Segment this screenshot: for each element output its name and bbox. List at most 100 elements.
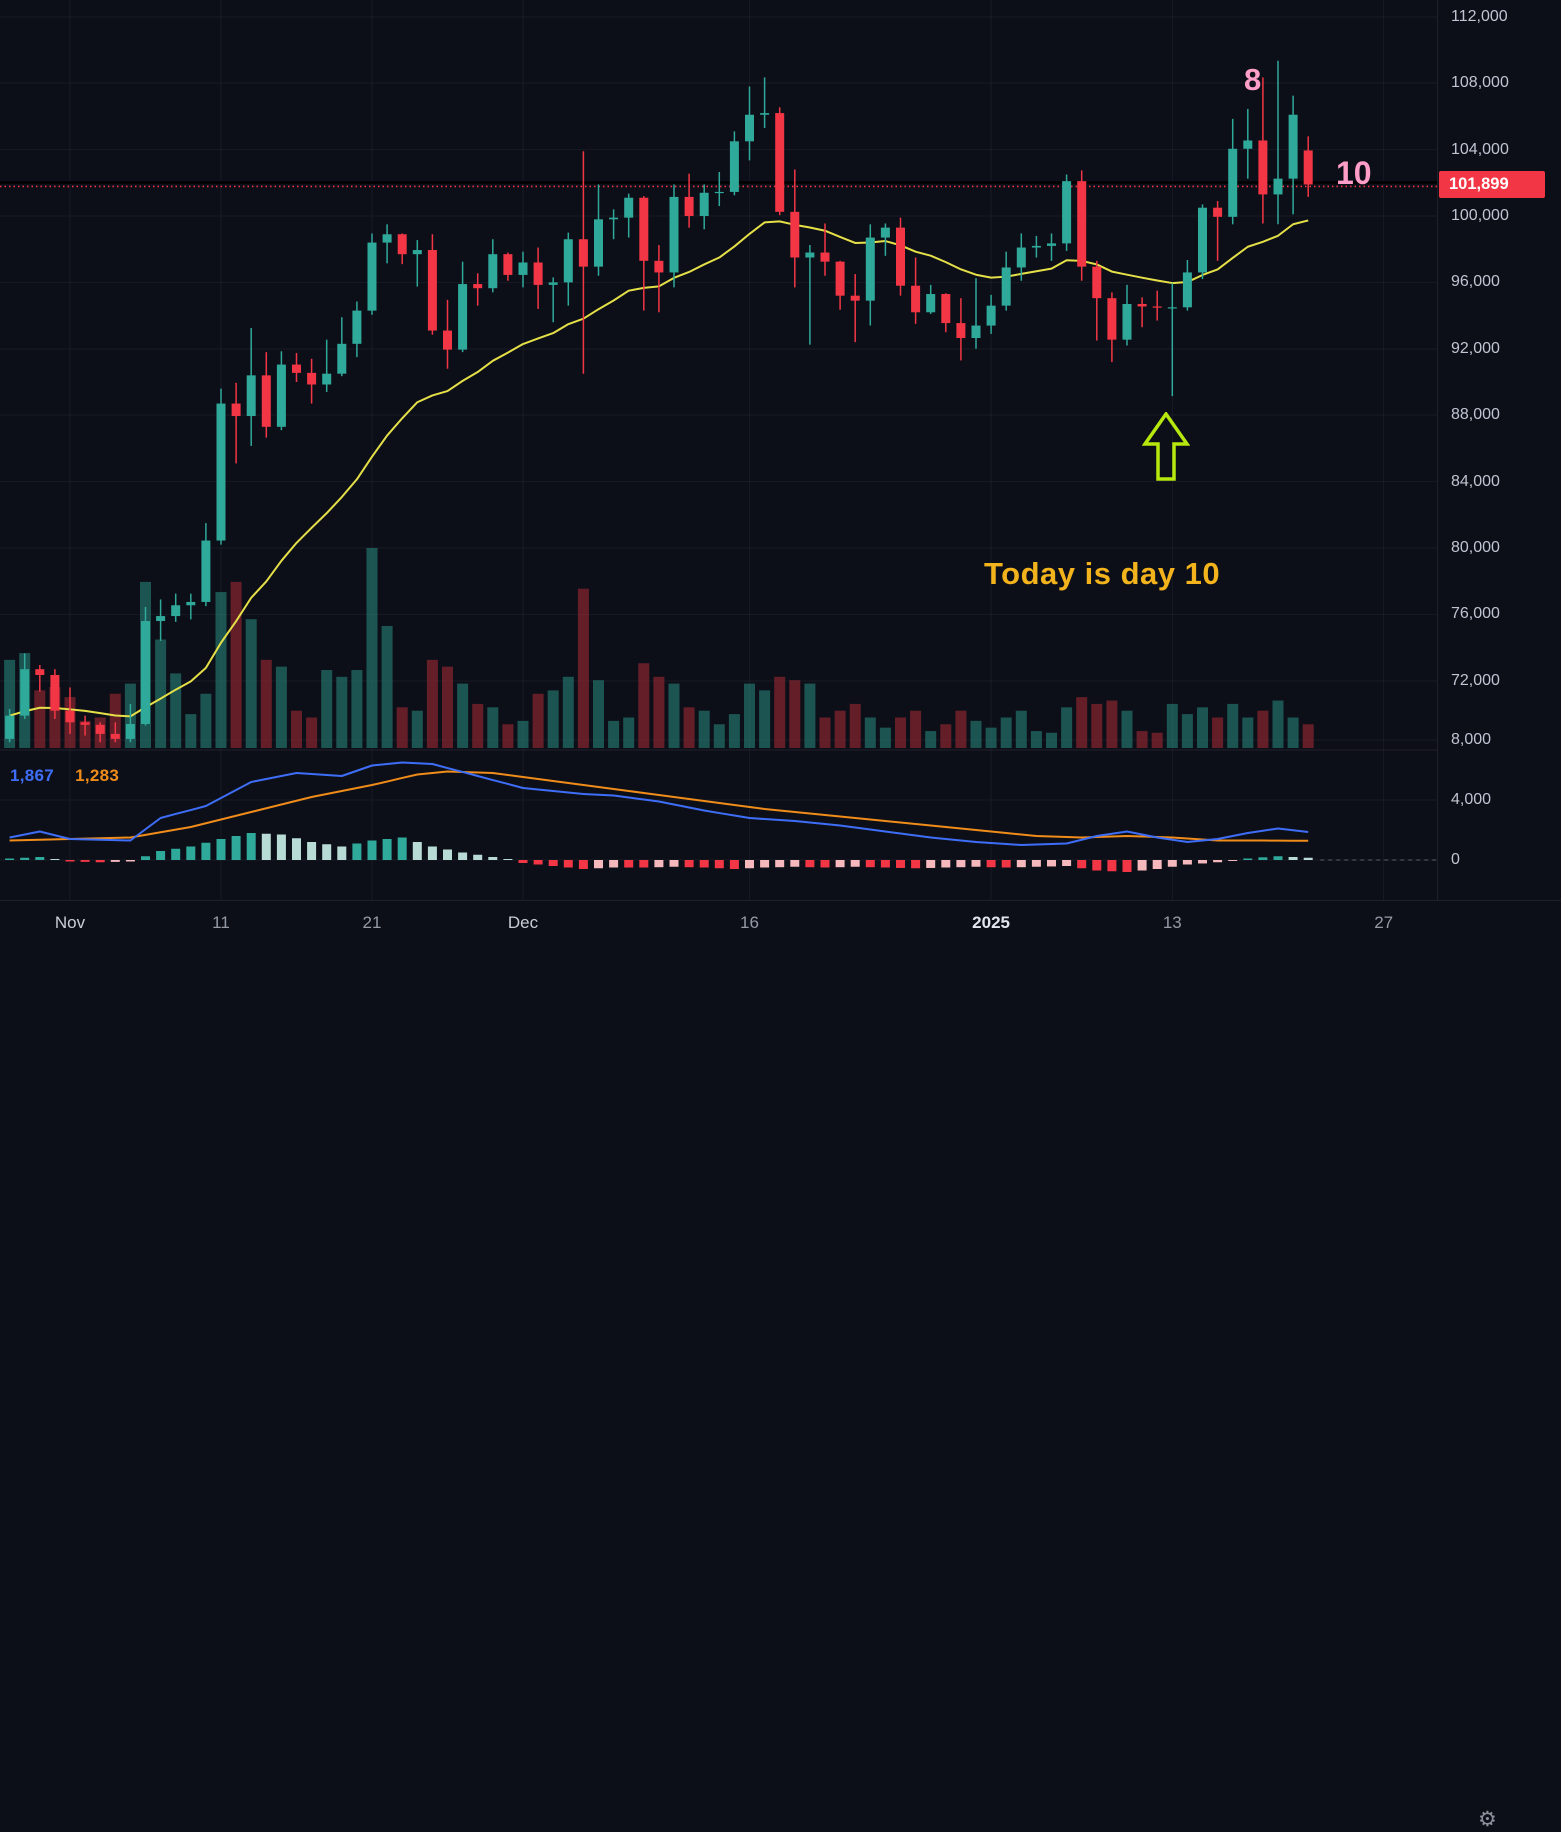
volume-bar bbox=[834, 710, 846, 748]
axis-settings-gear-icon[interactable]: ⚙ bbox=[1478, 1808, 1497, 1831]
histogram-bar bbox=[1213, 860, 1223, 863]
volume-bar bbox=[351, 670, 363, 748]
time-tick: 11 bbox=[212, 913, 230, 932]
time-tick: 13 bbox=[1162, 913, 1182, 932]
volume-bar bbox=[381, 625, 393, 748]
time-axis[interactable]: ⚙ Nov 11 21 Dec 16 2025 13 27 bbox=[0, 900, 1561, 1831]
volume-bar bbox=[1076, 697, 1088, 748]
volume-bar bbox=[487, 707, 499, 748]
histogram-bar bbox=[35, 857, 45, 860]
candle bbox=[1228, 118, 1238, 225]
candle bbox=[1243, 108, 1253, 179]
histogram-bar bbox=[911, 860, 921, 869]
histogram-bar bbox=[729, 860, 739, 869]
histogram-bar bbox=[578, 860, 588, 869]
candle bbox=[186, 593, 196, 620]
volume-bar bbox=[442, 666, 453, 748]
candle bbox=[1303, 136, 1313, 197]
histogram-bar bbox=[443, 849, 452, 860]
candle bbox=[458, 261, 468, 353]
histogram-bar bbox=[412, 842, 422, 860]
candles bbox=[5, 60, 1313, 743]
volume-bar bbox=[668, 683, 680, 748]
volume-bar bbox=[109, 693, 121, 748]
candle bbox=[1001, 251, 1011, 311]
candle bbox=[1152, 290, 1162, 321]
candle bbox=[911, 257, 921, 324]
volume-bar bbox=[306, 717, 318, 748]
candle bbox=[292, 352, 301, 382]
time-tick: Nov bbox=[54, 913, 86, 932]
volume-bar bbox=[4, 659, 16, 748]
candle bbox=[835, 260, 845, 310]
time-tick: 27 bbox=[1374, 913, 1394, 932]
candle bbox=[684, 173, 694, 228]
candle bbox=[956, 298, 966, 361]
histogram-bar bbox=[20, 857, 30, 860]
candle bbox=[745, 86, 754, 161]
volume-bar bbox=[864, 717, 876, 748]
volume-bar bbox=[275, 666, 287, 748]
candle bbox=[669, 184, 679, 288]
histogram-bar bbox=[1182, 860, 1192, 865]
gridlines bbox=[0, 0, 1437, 900]
price-axis[interactable]: 101,899 112,000 108,000 104,000 100,000 96,0… bbox=[1437, 0, 1561, 900]
volume-bar bbox=[608, 720, 620, 748]
candle bbox=[352, 301, 362, 358]
histogram-bar bbox=[488, 857, 498, 860]
volume-bar bbox=[789, 680, 801, 748]
volume-bar bbox=[547, 690, 559, 748]
histogram-bar bbox=[699, 860, 709, 868]
candle bbox=[201, 523, 211, 607]
histogram-bar bbox=[835, 860, 845, 868]
volume-bar bbox=[1121, 710, 1133, 748]
histogram-bar bbox=[1062, 860, 1072, 866]
histogram-bar bbox=[533, 860, 543, 865]
candle bbox=[1092, 260, 1102, 341]
volume-bar bbox=[411, 710, 423, 748]
histogram-bar bbox=[171, 848, 181, 860]
candle bbox=[276, 351, 286, 431]
volume-bar bbox=[1257, 710, 1269, 748]
histogram-bar bbox=[473, 854, 483, 860]
candle bbox=[624, 193, 634, 238]
volume-bar bbox=[1061, 707, 1073, 748]
price-tick: 104,000 bbox=[1451, 140, 1509, 158]
volume-bar bbox=[260, 659, 272, 748]
volume-ma-readout: 1,867 1,283 bbox=[10, 766, 119, 786]
candle bbox=[503, 252, 513, 281]
candle bbox=[941, 293, 951, 333]
volume-bar bbox=[1015, 710, 1027, 748]
volume-bar bbox=[155, 639, 167, 748]
histogram-bar bbox=[65, 860, 75, 862]
candle bbox=[307, 358, 317, 404]
volume-bar bbox=[638, 663, 650, 748]
volume-bar bbox=[321, 670, 333, 748]
histogram-bar bbox=[307, 842, 317, 860]
volume-bar bbox=[970, 720, 982, 748]
histogram-bar bbox=[1031, 860, 1041, 867]
candle bbox=[790, 169, 800, 288]
histogram-bar bbox=[1077, 860, 1087, 869]
candle bbox=[427, 234, 437, 335]
histogram-bar bbox=[1273, 856, 1283, 860]
price-tick: 72,000 bbox=[1451, 671, 1500, 689]
candle bbox=[397, 233, 407, 265]
volume-bar bbox=[230, 581, 242, 748]
histogram-bar bbox=[805, 860, 815, 868]
candle bbox=[729, 131, 739, 196]
candle bbox=[488, 239, 498, 293]
candle bbox=[926, 284, 936, 314]
histogram-bar bbox=[624, 860, 634, 868]
indicator-orange-value: 1,283 bbox=[75, 766, 120, 785]
histogram-bar bbox=[352, 843, 362, 860]
candle bbox=[563, 232, 573, 306]
histogram-bar bbox=[397, 837, 407, 860]
price-chart-canvas[interactable] bbox=[0, 0, 1437, 900]
indicator-tick: 0 bbox=[1451, 851, 1460, 868]
volume-bar bbox=[955, 710, 967, 748]
histogram-bar bbox=[110, 860, 120, 862]
volume-bar bbox=[1000, 717, 1012, 748]
candle bbox=[1016, 233, 1026, 281]
candle bbox=[1062, 174, 1072, 251]
